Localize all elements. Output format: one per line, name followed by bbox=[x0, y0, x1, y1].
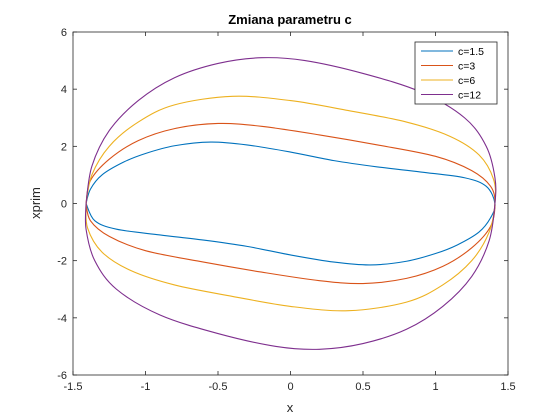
y-tick-label: 4 bbox=[61, 84, 67, 96]
x-tick-label: 1.5 bbox=[500, 381, 515, 393]
x-tick-label: -1.5 bbox=[64, 381, 83, 393]
y-axis-label: xprim bbox=[28, 187, 43, 219]
x-axis-ticks: -1.5 -1 -0.5 0 0.5 1 1.5 bbox=[64, 32, 516, 393]
x-tick-label: 0.5 bbox=[355, 381, 370, 393]
x-tick-label: -0.5 bbox=[209, 381, 228, 393]
legend-label: c=6 bbox=[458, 75, 475, 87]
y-tick-label: 0 bbox=[61, 199, 67, 211]
y-tick-label: -2 bbox=[57, 256, 67, 268]
x-tick-label: 1 bbox=[432, 381, 438, 393]
y-tick-label: 2 bbox=[61, 141, 67, 153]
legend-label: c=1.5 bbox=[458, 46, 484, 58]
legend-label: c=12 bbox=[458, 90, 481, 102]
legend: c=1.5 c=3 c=6 c=12 bbox=[414, 41, 498, 105]
legend-label: c=3 bbox=[458, 61, 475, 73]
chart-title: Zmiana parametru c bbox=[228, 12, 352, 27]
y-tick-label: -6 bbox=[57, 370, 67, 382]
y-axis-ticks: -6 -4 -2 0 2 4 6 bbox=[57, 27, 508, 382]
x-tick-label: 0 bbox=[287, 381, 293, 393]
y-tick-label: 6 bbox=[61, 27, 67, 39]
series-line bbox=[84, 57, 497, 350]
legend-box bbox=[414, 41, 498, 105]
x-tick-label: -1 bbox=[141, 381, 151, 393]
y-tick-label: -4 bbox=[57, 313, 67, 325]
x-axis-label: x bbox=[287, 400, 294, 415]
series-layer bbox=[84, 57, 497, 350]
